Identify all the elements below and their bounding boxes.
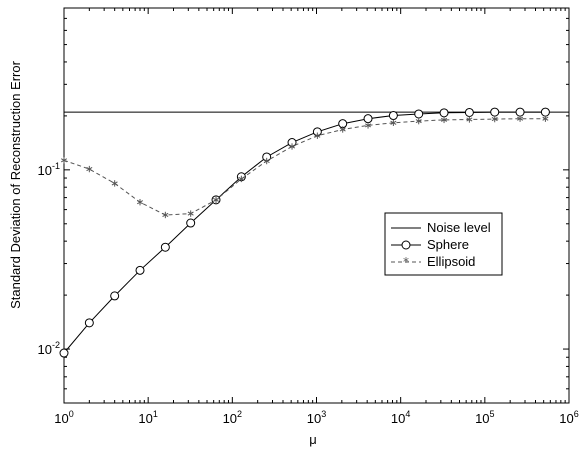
legend-entry-noise-level: Noise level <box>391 220 491 235</box>
data-point-sphere <box>110 291 120 301</box>
data-point-sphere <box>363 114 373 124</box>
data-point-sphere <box>59 348 69 358</box>
x-tick-label: 106 <box>559 409 578 426</box>
data-point-ellipsoid <box>491 115 498 123</box>
data-point-sphere <box>515 107 525 117</box>
x-tick-label: 102 <box>223 409 242 426</box>
legend-label-ellipsoid: Ellipsoid <box>427 254 475 269</box>
y-tick-label: 10-2 <box>38 340 60 357</box>
data-point-ellipsoid <box>289 143 296 150</box>
data-point-ellipsoid <box>390 119 397 127</box>
tick-layer: 100 101 102 103 104 105 106 10-2 10-1 <box>38 7 579 426</box>
series-layer <box>59 107 569 358</box>
legend-entry-ellipsoid: * Ellipsoid <box>391 254 475 269</box>
data-point-ellipsoid <box>339 126 346 133</box>
plot-area <box>63 7 570 404</box>
y-axis-label: Standard Deviation of Reconstruction Err… <box>8 60 23 309</box>
data-point-sphere <box>186 218 196 228</box>
data-point-sphere <box>135 265 145 275</box>
data-point-sphere <box>439 108 449 118</box>
data-point-sphere <box>84 318 94 328</box>
data-point-sphere <box>414 109 424 119</box>
x-tick-label: 104 <box>391 409 410 426</box>
legend-marker-sphere <box>401 240 411 250</box>
data-point-ellipsoid <box>136 198 144 206</box>
data-point-ellipsoid <box>466 116 473 123</box>
data-point-ellipsoid <box>187 210 194 217</box>
y-tick-label: 10-1 <box>38 161 60 178</box>
data-point-ellipsoid <box>111 180 118 187</box>
data-point-ellipsoid <box>517 115 524 122</box>
data-point-ellipsoid <box>60 157 68 164</box>
legend-marker-ellipsoid: * <box>403 255 409 269</box>
data-point-ellipsoid <box>415 117 422 125</box>
data-point-ellipsoid <box>212 196 220 204</box>
x-tick-label: 100 <box>54 409 73 426</box>
legend-label-noise-level: Noise level <box>427 220 491 235</box>
legend-entry-sphere: Sphere <box>391 237 469 252</box>
x-tick-label: 103 <box>307 409 326 426</box>
data-point-sphere <box>160 242 170 252</box>
legend: Noise level Sphere * Ellipsoid <box>384 212 503 276</box>
data-point-ellipsoid <box>263 157 270 165</box>
series-line-ellipsoid <box>63 118 546 216</box>
data-point-sphere <box>388 111 398 121</box>
data-point-ellipsoid <box>542 115 549 122</box>
x-axis-label: μ <box>309 432 317 447</box>
legend-label-sphere: Sphere <box>427 237 469 252</box>
data-point-sphere <box>540 107 550 117</box>
x-tick-label: 105 <box>475 409 494 426</box>
data-point-sphere <box>464 107 474 117</box>
data-point-ellipsoid <box>86 165 93 173</box>
data-point-ellipsoid <box>441 116 448 124</box>
data-point-ellipsoid <box>314 132 321 139</box>
plot-frame <box>63 7 570 404</box>
data-point-ellipsoid <box>365 122 372 129</box>
x-tick-label: 101 <box>138 409 157 426</box>
data-point-sphere <box>490 107 500 117</box>
data-point-ellipsoid <box>238 175 245 183</box>
data-point-ellipsoid <box>162 211 169 219</box>
